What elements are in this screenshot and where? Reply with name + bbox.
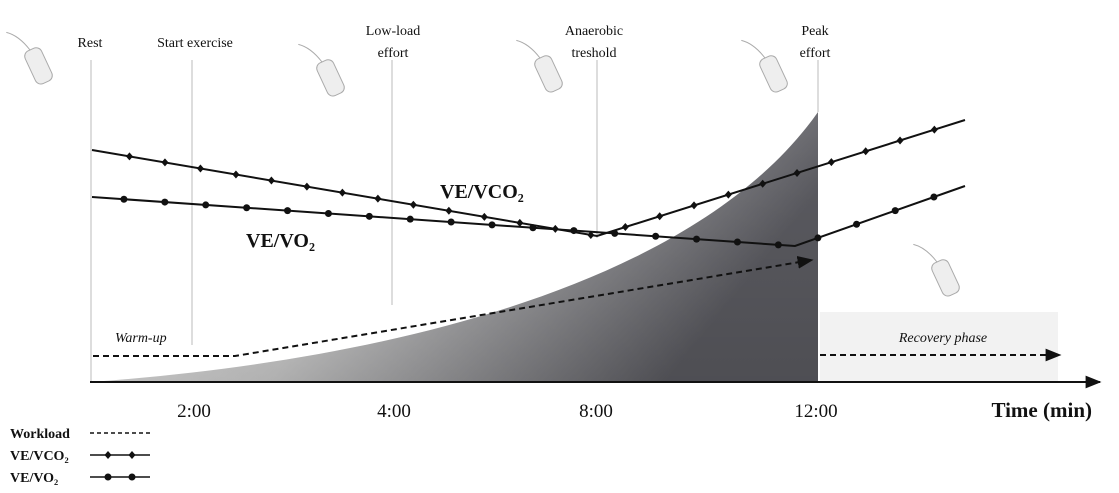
curve-marker — [284, 207, 292, 215]
curve-marker — [529, 224, 537, 232]
tick-label: 4:00 — [377, 401, 411, 422]
curve-marker — [891, 207, 899, 215]
curve-marker — [814, 234, 822, 242]
curve-marker — [587, 230, 595, 239]
tick-label: 2:00 — [177, 401, 211, 422]
curve-marker — [488, 221, 496, 229]
curve-marker — [480, 212, 488, 221]
curve-marker — [862, 147, 870, 156]
workload-line — [93, 256, 814, 357]
curve-marker — [196, 164, 204, 173]
curve-label: VE/VCO₂ — [440, 181, 524, 203]
probe-icons — [6, 31, 960, 297]
curve-marker — [267, 176, 275, 185]
curve-marker — [161, 158, 169, 167]
curve-marker — [570, 227, 578, 235]
curve-marker — [611, 229, 619, 237]
recovery-area — [820, 312, 1058, 382]
curve-marker — [232, 170, 240, 179]
curve-marker — [827, 158, 835, 167]
curve-marker — [774, 241, 782, 249]
curve-marker — [338, 188, 346, 197]
region-label: Recovery phase — [898, 331, 987, 346]
curve-marker — [759, 179, 767, 188]
curve-marker — [656, 212, 664, 221]
curve-marker — [243, 204, 251, 212]
curve-marker — [125, 152, 133, 161]
curve-label: VE/VO₂ — [246, 230, 315, 252]
phase-label: Peak — [801, 24, 828, 39]
legend-label: VE/VCO₂ — [10, 449, 69, 464]
curve-marker — [724, 190, 732, 199]
curve-marker — [303, 182, 311, 191]
curve-marker — [793, 168, 801, 177]
workload-shade — [90, 112, 818, 382]
tick-label: 12:00 — [794, 401, 837, 422]
phase-label: Low-load — [366, 24, 420, 39]
legend-label: VE/VO₂ — [10, 471, 58, 486]
legend: Workload VE/VCO₂ VE/VO₂ — [10, 427, 150, 486]
axis-title: Time (min) — [991, 398, 1092, 422]
curve-marker — [128, 473, 136, 481]
tick-label: 8:00 — [579, 401, 613, 422]
curve-marker — [693, 235, 701, 243]
phase-label: Anaerobic — [565, 24, 623, 39]
curve-marker — [930, 193, 938, 201]
curve-marker — [853, 220, 861, 228]
curve-marker — [120, 195, 128, 203]
curve-marker — [896, 136, 904, 145]
curve-marker — [104, 451, 112, 459]
curve-marker — [516, 218, 524, 227]
ve-vo2-curve — [91, 185, 966, 248]
curve-marker — [652, 232, 660, 240]
curve-marker — [374, 194, 382, 203]
curve-marker — [406, 215, 414, 223]
phase-label: treshold — [571, 46, 616, 61]
curve-marker — [104, 473, 112, 481]
phase-label: Rest — [78, 36, 103, 51]
curve-marker — [733, 238, 741, 246]
curve-marker — [551, 224, 559, 233]
curve-marker — [445, 206, 453, 215]
curve-marker — [621, 223, 629, 232]
curve-marker — [409, 200, 417, 209]
phase-label: effort — [800, 46, 831, 61]
phase-label: effort — [378, 46, 409, 61]
curve-marker — [930, 125, 938, 134]
curve-marker — [324, 209, 332, 217]
ve-vco2-curve — [91, 119, 966, 238]
phase-label: Start exercise — [157, 36, 233, 51]
curve-marker — [128, 451, 136, 459]
region-label: Warm-up — [115, 331, 167, 346]
curve-marker — [161, 198, 169, 206]
curve-marker — [690, 201, 698, 210]
curve-marker — [447, 218, 455, 226]
curve-marker — [365, 212, 373, 220]
legend-label: Workload — [10, 427, 70, 442]
curve-marker — [202, 201, 210, 209]
